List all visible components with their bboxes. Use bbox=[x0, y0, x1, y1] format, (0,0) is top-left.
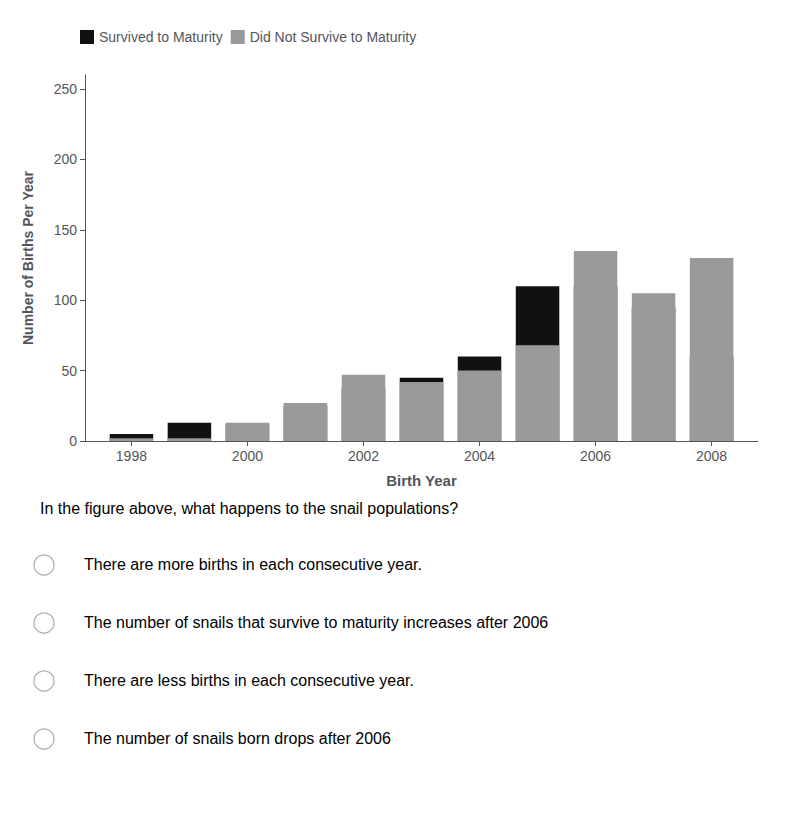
svg-text:The number of snails that surv: The number of snails that survive to mat… bbox=[84, 614, 548, 631]
svg-text:Number of Births Per Year: Number of Births Per Year bbox=[20, 170, 36, 345]
svg-text:Survived to Maturity: Survived to Maturity bbox=[99, 29, 223, 45]
svg-text:Did Not Survive to Maturity: Did Not Survive to Maturity bbox=[250, 29, 417, 45]
svg-text:In the figure above, what happ: In the figure above, what happens to the… bbox=[40, 500, 458, 517]
svg-text:200: 200 bbox=[54, 151, 78, 167]
svg-text:There are less births in each: There are less births in each consecutiv… bbox=[84, 672, 414, 689]
svg-text:250: 250 bbox=[54, 81, 78, 97]
svg-text:The number of snails born drop: The number of snails born drops after 20… bbox=[84, 730, 391, 747]
svg-text:2002: 2002 bbox=[348, 448, 379, 464]
svg-text:2006: 2006 bbox=[580, 448, 611, 464]
svg-text:2000: 2000 bbox=[232, 448, 263, 464]
svg-text:1998: 1998 bbox=[116, 448, 147, 464]
svg-text:2008: 2008 bbox=[696, 448, 727, 464]
svg-text:0: 0 bbox=[69, 433, 77, 449]
svg-text:150: 150 bbox=[54, 222, 78, 238]
svg-text:2004: 2004 bbox=[464, 448, 495, 464]
svg-text:Birth Year: Birth Year bbox=[386, 472, 457, 489]
svg-text:100: 100 bbox=[54, 292, 78, 308]
svg-text:There are more births in each: There are more births in each consecutiv… bbox=[84, 556, 422, 573]
svg-text:50: 50 bbox=[61, 363, 77, 379]
